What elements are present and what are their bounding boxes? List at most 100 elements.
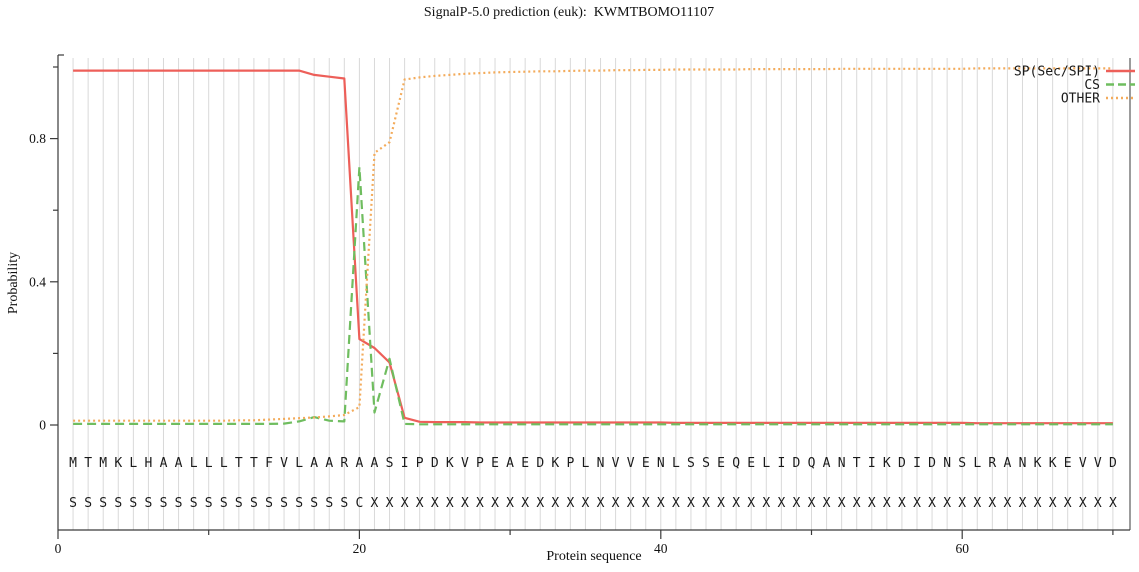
mark-letter: X xyxy=(1003,496,1011,511)
mark-letter: X xyxy=(506,496,514,511)
x-tick-label: 40 xyxy=(654,541,668,556)
mark-letter: X xyxy=(371,496,379,511)
residue-letter: I xyxy=(913,456,921,471)
mark-letter: X xyxy=(657,496,665,511)
mark-letter: S xyxy=(310,496,318,511)
residue-letter: T xyxy=(853,456,861,471)
mark-letter: X xyxy=(461,496,469,511)
x-axis-label: Protein sequence xyxy=(546,549,642,564)
mark-letter: S xyxy=(325,496,333,511)
residue-letter: D xyxy=(431,456,439,471)
mark-letter: X xyxy=(612,496,620,511)
residue-letter: E xyxy=(747,456,755,471)
residue-letter: M xyxy=(99,456,107,471)
residue-letter: D xyxy=(1109,456,1117,471)
residue-letter: N xyxy=(943,456,951,471)
sp-sec-spi-line xyxy=(73,69,1113,425)
mark-letter: S xyxy=(114,496,122,511)
residue-letter: V xyxy=(1094,456,1102,471)
residue-letter: V xyxy=(461,456,469,471)
residue-letter: K xyxy=(551,456,559,471)
residue-letter: L xyxy=(129,456,137,471)
residue-letter: Q xyxy=(808,456,816,471)
residue-letter: E xyxy=(491,456,499,471)
x-tick-label: 60 xyxy=(955,541,969,556)
residue-letter: L xyxy=(973,456,981,471)
mark-letter: X xyxy=(536,496,544,511)
residue-letter: V xyxy=(612,456,620,471)
mark-letter: X xyxy=(883,496,891,511)
mark-letter: X xyxy=(672,496,680,511)
cs-line xyxy=(73,166,1113,426)
residue-letter: S xyxy=(702,456,710,471)
residue-letter: H xyxy=(145,456,153,471)
residue-letter: S xyxy=(386,456,394,471)
mark-letter: X xyxy=(928,496,936,511)
residue-letter: D xyxy=(793,456,801,471)
mark-letter: X xyxy=(1079,496,1087,511)
residue-letter: E xyxy=(642,456,650,471)
residue-letter: M xyxy=(69,456,77,471)
mark-letter: S xyxy=(175,496,183,511)
residue-letter: P xyxy=(416,456,424,471)
mark-letter: X xyxy=(732,496,740,511)
residue-letter: V xyxy=(280,456,288,471)
residue-letter: T xyxy=(235,456,243,471)
mark-letter: X xyxy=(988,496,996,511)
mark-letter: X xyxy=(1064,496,1072,511)
mark-letter: S xyxy=(280,496,288,511)
residue-letter: A xyxy=(175,456,183,471)
mark-letter: X xyxy=(401,496,409,511)
mark-letter: X xyxy=(521,496,529,511)
residue-letter: D xyxy=(898,456,906,471)
residue-letter: L xyxy=(220,456,228,471)
mark-letter: S xyxy=(99,496,107,511)
residue-letter: N xyxy=(597,456,605,471)
mark-letter: S xyxy=(129,496,137,511)
residue-letter: L xyxy=(762,456,770,471)
mark-letter: X xyxy=(431,496,439,511)
mark-letter: X xyxy=(898,496,906,511)
mark-letter: X xyxy=(687,496,695,511)
mark-letter: X xyxy=(582,496,590,511)
mark-letter: S xyxy=(160,496,168,511)
mark-letter: S xyxy=(265,496,273,511)
residue-letter: A xyxy=(160,456,168,471)
mark-letter: X xyxy=(416,496,424,511)
mark-letter: S xyxy=(235,496,243,511)
residue-letter: Q xyxy=(732,456,740,471)
residue-letter: L xyxy=(295,456,303,471)
mark-letter: X xyxy=(777,496,785,511)
mark-letter: X xyxy=(642,496,650,511)
mark-letter: X xyxy=(973,496,981,511)
residue-letter: A xyxy=(506,456,514,471)
y-tick-label: 0 xyxy=(39,418,46,433)
mark-letter: S xyxy=(190,496,198,511)
mark-letter: X xyxy=(747,496,755,511)
residue-letter: R xyxy=(988,456,996,471)
mark-letter: X xyxy=(793,496,801,511)
mark-letter: X xyxy=(913,496,921,511)
residue-letter: E xyxy=(1064,456,1072,471)
residue-letter: L xyxy=(582,456,590,471)
mark-letter: S xyxy=(295,496,303,511)
mark-letter: S xyxy=(69,496,77,511)
mark-letter: X xyxy=(808,496,816,511)
residue-letter: L xyxy=(205,456,213,471)
mark-letter: S xyxy=(84,496,92,511)
residue-letter: D xyxy=(536,456,544,471)
mark-letter: X xyxy=(762,496,770,511)
y-tick-label: 0.4 xyxy=(29,274,46,289)
mark-letter: C xyxy=(355,496,363,511)
residue-letter: V xyxy=(1079,456,1087,471)
residue-letter: P xyxy=(566,456,574,471)
residue-letter: S xyxy=(687,456,695,471)
residue-letter: N xyxy=(657,456,665,471)
residue-letter: E xyxy=(717,456,725,471)
chart-title: SignalP-5.0 prediction (euk): KWMTBOMO11… xyxy=(423,5,715,20)
residue-letter: A xyxy=(371,456,379,471)
mark-letter: S xyxy=(340,496,348,511)
mark-letter: X xyxy=(1019,496,1027,511)
residue-letter: K xyxy=(446,456,454,471)
